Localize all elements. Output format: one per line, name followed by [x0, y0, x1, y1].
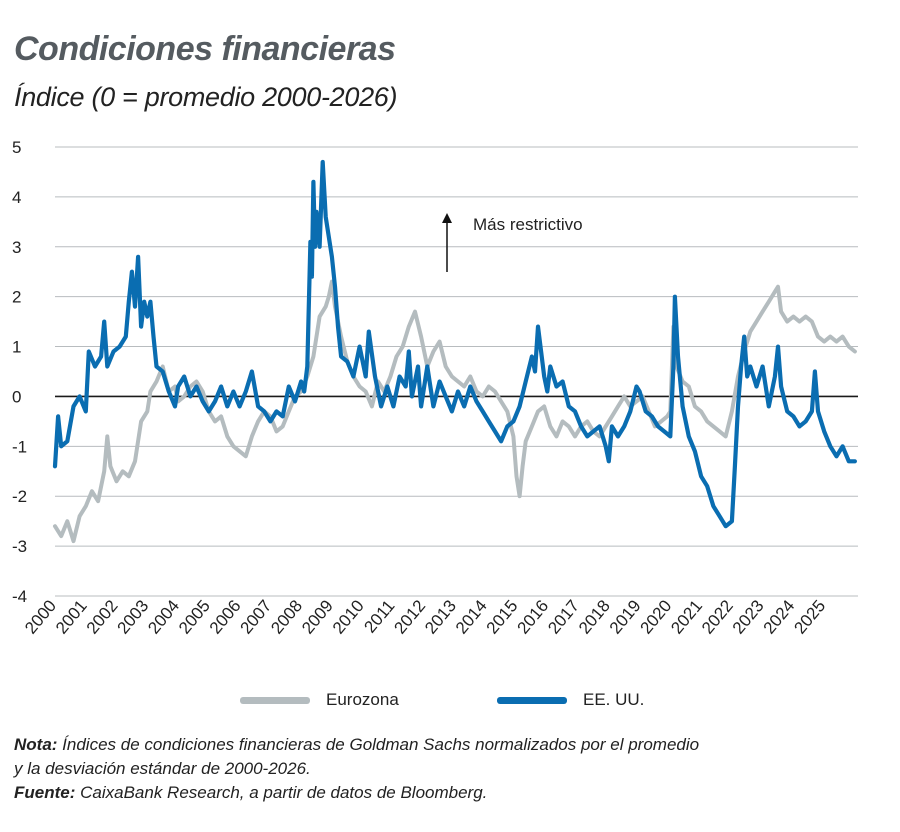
- x-tick-label: 2025: [790, 596, 829, 637]
- x-tick-label: 2023: [729, 596, 768, 637]
- y-tick-label: -3: [12, 537, 27, 556]
- source-label: Fuente:: [14, 783, 76, 802]
- note-line-2: y la desviación estándar de 2000-2026.: [14, 759, 311, 778]
- legend-item-eeuu: EE. UU.: [497, 690, 644, 710]
- eeuu-line: [52, 159, 857, 529]
- note-text: Índices de condiciones financieras de Go…: [57, 735, 700, 754]
- y-tick-label: 0: [12, 387, 21, 406]
- source-line: Fuente: CaixaBank Research, a partir de …: [14, 781, 699, 805]
- y-tick-label: -1: [12, 437, 27, 456]
- x-tick-label: 2013: [421, 596, 460, 637]
- eurozona-line: [53, 279, 857, 544]
- x-tick-label: 2008: [267, 596, 306, 637]
- y-tick-label: -2: [12, 487, 27, 506]
- y-tick-label: -4: [12, 587, 27, 606]
- legend-swatch-eurozona: [240, 696, 310, 704]
- y-tick-label: 2: [12, 288, 21, 307]
- annotation-label: Más restrictivo: [473, 215, 583, 234]
- x-tick-label: 2015: [483, 596, 522, 637]
- x-tick-label: 2002: [83, 596, 122, 637]
- x-tick-label: 2007: [237, 596, 276, 637]
- x-tick-label: 2020: [637, 596, 676, 637]
- x-tick-label: 2022: [698, 596, 737, 637]
- x-tick-label: 2017: [544, 596, 583, 637]
- x-tick-label: 2012: [390, 596, 429, 637]
- arrow-head-icon: [442, 213, 452, 223]
- source-text: CaixaBank Research, a partir de datos de…: [75, 783, 488, 802]
- legend-swatch-eeuu: [497, 696, 567, 704]
- x-tick-label: 2009: [298, 596, 337, 637]
- note-label: Nota:: [14, 735, 58, 754]
- y-tick-label: 4: [12, 188, 21, 207]
- y-tick-label: 5: [12, 138, 21, 157]
- x-tick-label: 2010: [329, 596, 368, 637]
- footnotes: Nota: Índices de condiciones financieras…: [14, 733, 699, 805]
- x-tick-label: 2005: [175, 596, 214, 637]
- chart-subtitle: Índice (0 = promedio 2000-2026): [14, 82, 398, 112]
- x-tick-label: 2001: [52, 596, 91, 637]
- note-line-1: Nota: Índices de condiciones financieras…: [14, 733, 699, 757]
- y-tick-label: 3: [12, 238, 21, 257]
- legend-label-eeuu: EE. UU.: [583, 690, 645, 709]
- series-lines: [52, 159, 857, 544]
- x-tick-label: 2021: [667, 596, 706, 637]
- x-tick-label: 2024: [760, 596, 799, 637]
- restrictive-annotation: Más restrictivo: [442, 213, 583, 272]
- y-tick-label: 1: [12, 338, 21, 357]
- chart-title: Condiciones financieras: [14, 30, 396, 68]
- x-tick-label: 2019: [606, 596, 645, 637]
- x-tick-label: 2011: [360, 596, 398, 636]
- legend-item-eurozona: Eurozona: [240, 690, 399, 710]
- line-chart: 5 4 3 2 1 0 -1 -2 -3 -4 2000200120022003200420052…: [12, 138, 858, 638]
- x-tick-label: 2006: [206, 596, 245, 637]
- x-tick-label: 2003: [113, 596, 152, 637]
- x-tick-label: 2016: [513, 596, 552, 637]
- x-axis-ticks: 2000200120022003200420052006200720082009…: [21, 596, 829, 637]
- x-tick-label: 2014: [452, 596, 491, 637]
- x-tick-label: 2018: [575, 596, 614, 637]
- y-axis-ticks: 5 4 3 2 1 0 -1 -2 -3 -4: [12, 138, 27, 606]
- legend-label-eurozona: Eurozona: [326, 690, 399, 709]
- chart-legend: Eurozona EE. UU.: [0, 690, 900, 720]
- x-tick-label: 2004: [144, 596, 183, 637]
